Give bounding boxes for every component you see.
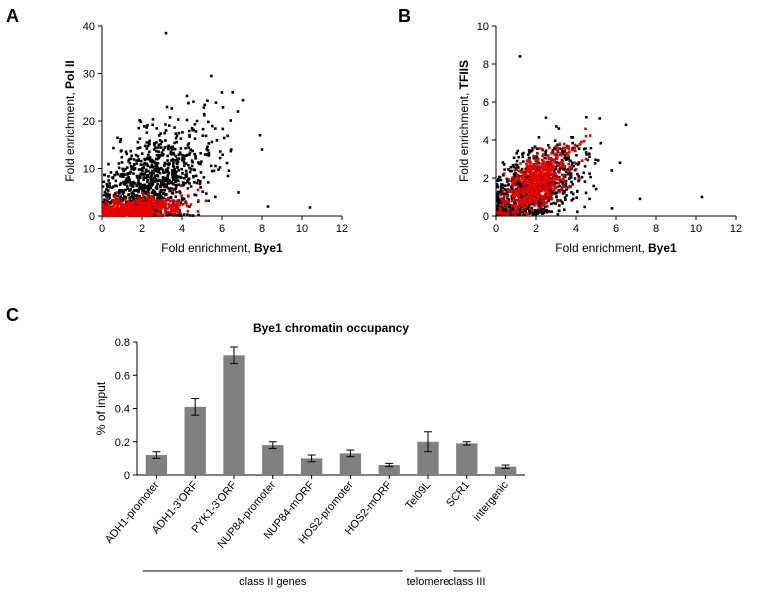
svg-text:Fold enrichment, Bye1: Fold enrichment, Bye1: [161, 241, 283, 255]
svg-text:30: 30: [83, 69, 95, 81]
svg-text:20: 20: [83, 116, 95, 128]
svg-text:12: 12: [336, 223, 348, 235]
svg-text:0: 0: [89, 211, 95, 223]
svg-text:0: 0: [483, 211, 489, 223]
svg-text:0.6: 0.6: [115, 370, 130, 382]
svg-text:0: 0: [124, 470, 130, 482]
svg-text:telomere: telomere: [407, 576, 450, 588]
svg-text:intergenic: intergenic: [471, 479, 511, 524]
svg-text:0.8: 0.8: [115, 337, 130, 349]
svg-text:0.2: 0.2: [115, 437, 130, 449]
panel-label-a: A: [6, 6, 19, 27]
svg-text:% of input: % of input: [95, 381, 108, 435]
svg-text:40: 40: [83, 21, 95, 33]
svg-text:2: 2: [533, 223, 539, 235]
svg-text:0: 0: [99, 223, 105, 235]
svg-text:4: 4: [573, 223, 579, 235]
svg-text:Fold enrichment, Pol II: Fold enrichment, Pol II: [63, 60, 77, 181]
svg-text:SCR1: SCR1: [444, 479, 472, 509]
svg-text:10: 10: [296, 223, 308, 235]
svg-text:ADH1-promoter: ADH1-promoter: [103, 479, 162, 546]
svg-text:Tel09L: Tel09L: [403, 479, 433, 512]
svg-text:6: 6: [483, 97, 489, 109]
svg-text:6: 6: [613, 223, 619, 235]
scatter-plot-a: 0 2 4 6 8 10 12 0 10 20 30 40 Fold enrichment, Bye1 F…: [62, 16, 352, 261]
svg-text:4: 4: [179, 223, 185, 235]
svg-text:0: 0: [493, 223, 499, 235]
svg-text:8: 8: [483, 59, 489, 71]
svg-text:Fold enrichment, Bye1: Fold enrichment, Bye1: [555, 241, 677, 255]
svg-text:class III: class III: [448, 576, 485, 588]
panel-label-b: B: [398, 6, 411, 27]
svg-text:0.4: 0.4: [115, 404, 130, 416]
svg-text:4: 4: [483, 135, 489, 147]
svg-text:10: 10: [690, 223, 702, 235]
svg-text:2: 2: [139, 223, 145, 235]
svg-text:6: 6: [219, 223, 225, 235]
svg-text:Fold enrichment, TFIIS: Fold enrichment, TFIIS: [457, 60, 471, 182]
svg-text:Bye1 chromatin occupancy: Bye1 chromatin occupancy: [253, 321, 409, 335]
bar-chart-c: Bye1 chromatin occupancy 0 0.2 0.4 0.6 0.8 % o…: [95, 320, 535, 605]
svg-text:8: 8: [259, 223, 265, 235]
svg-text:10: 10: [477, 21, 489, 33]
svg-text:class II genes: class II genes: [239, 576, 307, 588]
svg-text:8: 8: [653, 223, 659, 235]
panel-label-c: C: [6, 305, 19, 326]
svg-text:10: 10: [83, 164, 95, 176]
scatter-plot-b: 0 2 4 6 8 10 12 0 2 4 6 8 10 Fold enrichment, Bye1 Fol…: [456, 16, 746, 261]
svg-text:2: 2: [483, 173, 489, 185]
svg-text:12: 12: [730, 223, 742, 235]
